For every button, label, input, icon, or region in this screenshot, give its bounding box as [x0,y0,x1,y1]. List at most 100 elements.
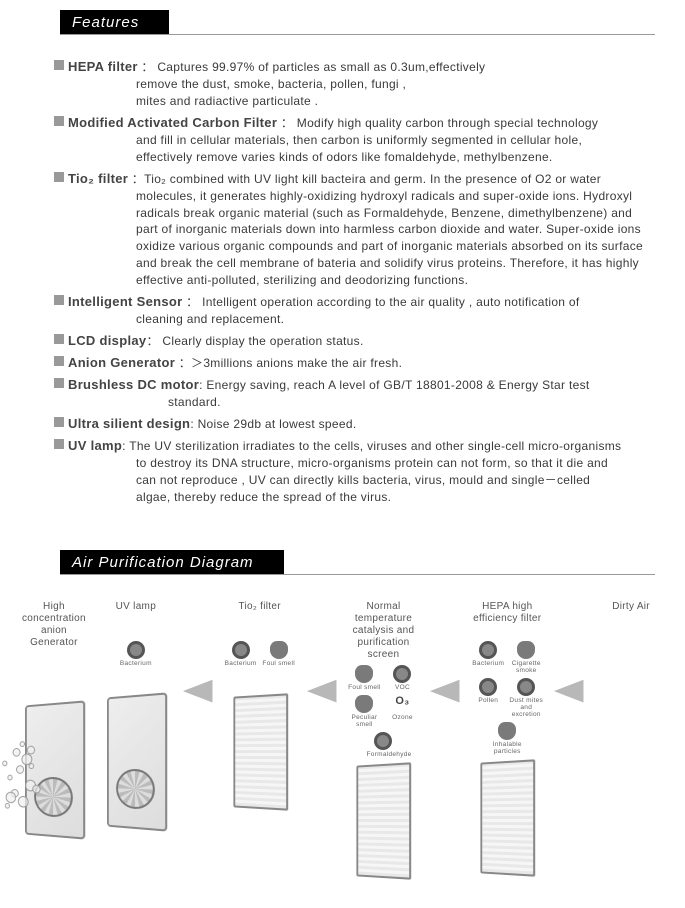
cloud-icon [355,665,373,683]
feature-description-cont: standard. [68,394,655,411]
feature-separator: ： [138,60,158,74]
features-list: HEPA filter ： Captures 99.97% of particl… [0,36,685,550]
feature-separator: ： [128,172,144,186]
flow-arrow-icon: ◄ [421,671,470,709]
cloud-icon [355,695,373,713]
stage-icon-item: Ozone [385,695,419,728]
stage-icon-item: Bacterium [471,641,505,674]
feature-separator: ： [182,295,202,309]
feature-title: Anion Generator [68,355,175,370]
feature-item: HEPA filter ： Captures 99.97% of particl… [30,58,655,110]
flow-arrow-icon: ◄ [297,671,346,709]
feature-description-cont: mites and radiactive particulate . [68,93,655,110]
feature-description-cont: molecules, it generates highly-oxidizing… [68,188,655,205]
bullet-icon [54,116,64,126]
o3-icon [393,695,411,713]
feature-description-cont: can not reproduce , UV can directly kill… [68,472,655,489]
feature-title: Brushless DC motor [68,377,199,392]
feature-item: Modified Activated Carbon Filter ： Modif… [30,114,655,166]
diagram-stage: Normal temperature catalysis and purific… [345,601,423,878]
bullet-icon [54,439,64,449]
stage-icon-item: Formaldehyde [366,732,400,758]
stage-icon-item: Peculiar smell [347,695,381,728]
feature-title: LCD display [68,333,146,348]
bullet-icon [54,378,64,388]
feature-separator: ： [175,356,191,370]
diagram-stage: Tio₂ filter Bacterium Foul smell [221,601,299,809]
feature-item: Brushless DC motor: Energy saving, reach… [30,376,655,411]
cloud-icon [498,722,516,740]
stage-icons: Bacterium Cigarette smokePollenDust mites… [468,641,546,755]
diagram-header: Air Purification Diagram [60,550,284,575]
flow-arrow-icon: ◄ [173,671,222,709]
bullet-icon [54,417,64,427]
stage-icon-item: Inhalable particles [490,722,524,755]
bullet-icon [54,60,64,70]
stage-icon-item: Bacterium [119,641,153,689]
device-unit-icon [107,692,167,831]
bullet-icon [54,356,64,366]
icon-label: Ozone [392,714,413,721]
icon-label: Formaldehyde [366,751,411,758]
icon-label: Dust mites and excretion [509,697,543,718]
stage-title: UV lamp [97,601,175,637]
feature-description-cont: and break the cell membrane of bateria a… [68,255,655,272]
stage-icons: Bacterium Foul smell [221,641,299,689]
feature-description-cont: to destroy its DNA structure, micro-orga… [68,455,655,472]
bullet-icon [54,334,64,344]
stage-icons: Foul smell VOC Peculiar smell Ozone Formalde… [345,665,423,758]
stage-icons: Bacterium [97,641,175,689]
stage-icon-item: Cigarette smoke [509,641,543,674]
filter-panel-icon [357,762,412,879]
bug-icon [517,678,535,696]
bug-icon [479,641,497,659]
bug-icon [479,678,497,696]
feature-item: Ultra silient design: Noise 29db at lowe… [30,415,655,433]
features-header: Features [60,10,169,35]
stage-icon-item: Bacterium [224,641,258,689]
feature-item: UV lamp: The UV sterilization irradiates… [30,437,655,506]
stage-title: High concentration anion Generator [15,601,93,649]
icon-label: Foul smell [262,660,295,667]
feature-item: Tio₂ filter ：Tio₂ combined with UV light… [30,170,655,289]
feature-description-cont: effective anti-polluted, sterilizing and… [68,272,655,289]
filter-panel-icon [233,693,288,810]
stage-icon-item: Pollen [471,678,505,718]
feature-description-cont: radicals break organic material (such as… [68,205,655,222]
feature-item: LCD display： Clearly display the operati… [30,332,655,350]
air-purification-diagram: High concentration anion GeneratorUV lam… [0,576,685,908]
fan-icon [116,768,155,809]
cloud-icon [270,641,288,659]
feature-description: Intelligent operation according to the a… [202,295,579,309]
header-divider [60,34,655,35]
feature-description: Tio₂ combined with UV light kill bacteir… [144,172,601,186]
feature-item: Intelligent Sensor ： Intelligent operati… [30,293,655,328]
feature-description: Clearly display the operation status. [159,334,364,348]
icon-label: Bacterium [472,660,504,667]
feature-description-cont: remove the dust, smoke, bacteria, pollen… [68,76,655,93]
stage-title: Tio₂ filter [221,601,299,637]
feature-description-cont: effectively remove varies kinds of odors… [68,149,655,166]
diagram-stage: High concentration anion Generator [15,601,93,837]
diagram-stage: UV lamp Bacterium [97,601,175,829]
flow-arrow-icon: ◄ [545,671,594,709]
icon-label: Inhalable particles [493,741,522,755]
feature-title: Modified Activated Carbon Filter [68,115,277,130]
feature-description: The UV sterilization irradiates to the c… [129,439,621,453]
feature-title: Intelligent Sensor [68,294,182,309]
bug-icon [374,732,392,750]
icon-label: Peculiar smell [352,714,378,728]
feature-item: Anion Generator ：＞3millions anions make … [30,354,655,372]
bug-icon [232,641,250,659]
stage-icon-item: VOC [385,665,419,691]
icon-label: Foul smell [348,684,381,691]
header-divider [60,574,655,575]
feature-description: Noise 29db at lowest speed. [198,417,357,431]
stage-icon-item: Foul smell [262,641,296,689]
feature-description-cont: and fill in cellular materials, then car… [68,132,655,149]
stage-icon-item: Dust mites and excretion [509,678,543,718]
feature-description-cont: part of inorganic materials down into ha… [68,221,655,238]
diagram-stage: HEPA high efficiency filterBacteriumCiga… [468,601,546,875]
bug-icon [393,665,411,683]
feature-title: HEPA filter [68,59,138,74]
